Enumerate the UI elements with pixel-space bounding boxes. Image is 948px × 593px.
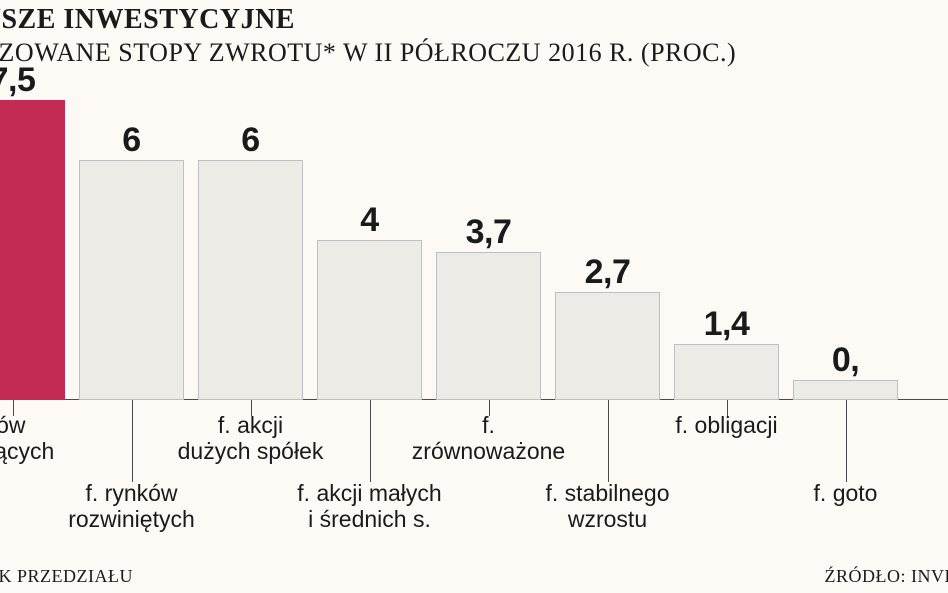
bar-value: 0, [794, 341, 897, 380]
bar-value: 6 [80, 121, 183, 160]
bar-value: 7,5 [0, 61, 64, 100]
bar: 6 [198, 160, 303, 400]
bar-value: 6 [199, 121, 302, 160]
chart-titles: DUSZE INWESTYCYJNE NOZOWANE STOPY ZWROTU… [0, 0, 948, 68]
x-tick [370, 400, 371, 482]
x-label: f. zrównoważone [409, 412, 568, 465]
bar-value: 2,7 [556, 253, 659, 292]
bar-value: 4 [318, 201, 421, 240]
footnote-left: ODEK PRZEDZIAŁU [0, 566, 133, 587]
x-label: f. akcjidużych spółek [171, 412, 330, 465]
x-tick [846, 400, 847, 482]
bar: 2,7 [555, 292, 660, 400]
bar: 0, [793, 380, 898, 400]
footnote-right: ŹRÓDŁO: INVEST [825, 566, 948, 587]
bar-chart: DUSZE INWESTYCYJNE NOZOWANE STOPY ZWROTU… [0, 0, 948, 593]
bar-value: 3,7 [437, 213, 540, 252]
bar: 7,5 [0, 100, 65, 400]
bar: 4 [317, 240, 422, 400]
x-label: f. rynkówwschodzących [0, 412, 59, 465]
plot-area: 7,56643,72,71,40, [0, 100, 948, 400]
bar: 3,7 [436, 252, 541, 400]
x-label: f. goto [766, 480, 925, 506]
bar: 6 [79, 160, 184, 400]
chart-title-main: DUSZE INWESTYCYJNE [0, 4, 948, 36]
x-label: f. stabilnegowzrostu [528, 480, 687, 533]
x-tick [132, 400, 133, 482]
x-label: f. rynkówrozwiniętych [52, 480, 211, 533]
bar: 1,4 [674, 344, 779, 400]
x-tick [608, 400, 609, 482]
bar-value: 1,4 [675, 305, 778, 344]
x-label: f. obligacji [647, 412, 806, 438]
chart-title-sub: NOZOWANE STOPY ZWROTU* W II PÓŁROCZU 201… [0, 38, 948, 68]
x-label: f. akcji małychi średnich s. [290, 480, 449, 533]
